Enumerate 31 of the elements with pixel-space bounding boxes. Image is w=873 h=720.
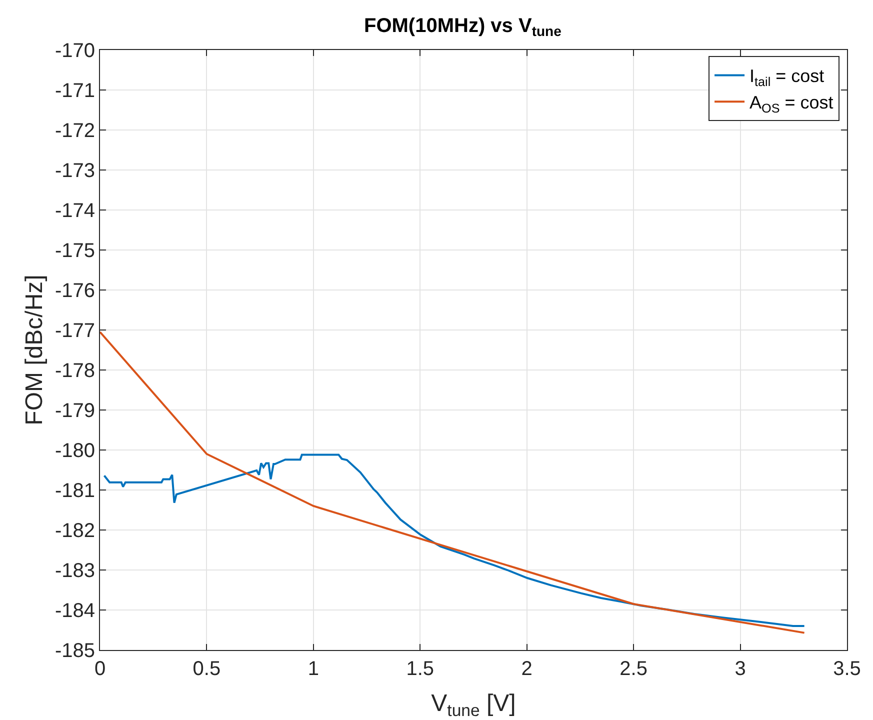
legend-label: A$_{OS}$ = cost — [750, 92, 834, 116]
legend-label: I$_{tail}$ = cost — [750, 66, 824, 89]
x-tick-label: 2.5 — [620, 658, 648, 680]
x-tick-label: 3.5 — [833, 658, 861, 680]
y-tick-label: -170 — [54, 40, 95, 62]
y-tick-label: -179 — [54, 400, 95, 422]
y-tick-label: -181 — [54, 480, 95, 502]
y-tick-label: -177 — [54, 320, 95, 342]
y-tick-label: -180 — [54, 440, 95, 462]
x-tick-label: 0.5 — [192, 658, 221, 680]
y-tick-label: -174 — [54, 200, 95, 222]
y-tick-label: -171 — [54, 80, 95, 102]
y-tick-label: -172 — [54, 120, 95, 142]
y-axis-title: FOM [dBc/Hz] — [21, 274, 48, 426]
y-tick-label: -178 — [54, 360, 95, 382]
y-tick-label: -175 — [54, 240, 95, 262]
x-tick-label: 1.5 — [406, 658, 434, 680]
x-tick-label: 2 — [521, 658, 532, 680]
chart-title: FOM(10MHz) vs V$_{tune}$ — [364, 15, 562, 40]
y-tick-label: -173 — [54, 160, 95, 182]
line-series — [103, 454, 806, 627]
line-series — [100, 331, 806, 634]
y-tick-label: -182 — [54, 520, 95, 542]
x-tick-label: 1 — [308, 658, 319, 680]
y-tick-label: -176 — [54, 280, 95, 302]
x-axis-title: V$_{tune}$ [V] — [431, 690, 516, 720]
y-tick-label: -184 — [54, 600, 95, 622]
y-tick-label: -185 — [54, 640, 95, 662]
y-tick-label: -183 — [54, 560, 95, 582]
x-tick-label: 3 — [734, 658, 746, 680]
x-tick-label: 0 — [94, 658, 106, 680]
